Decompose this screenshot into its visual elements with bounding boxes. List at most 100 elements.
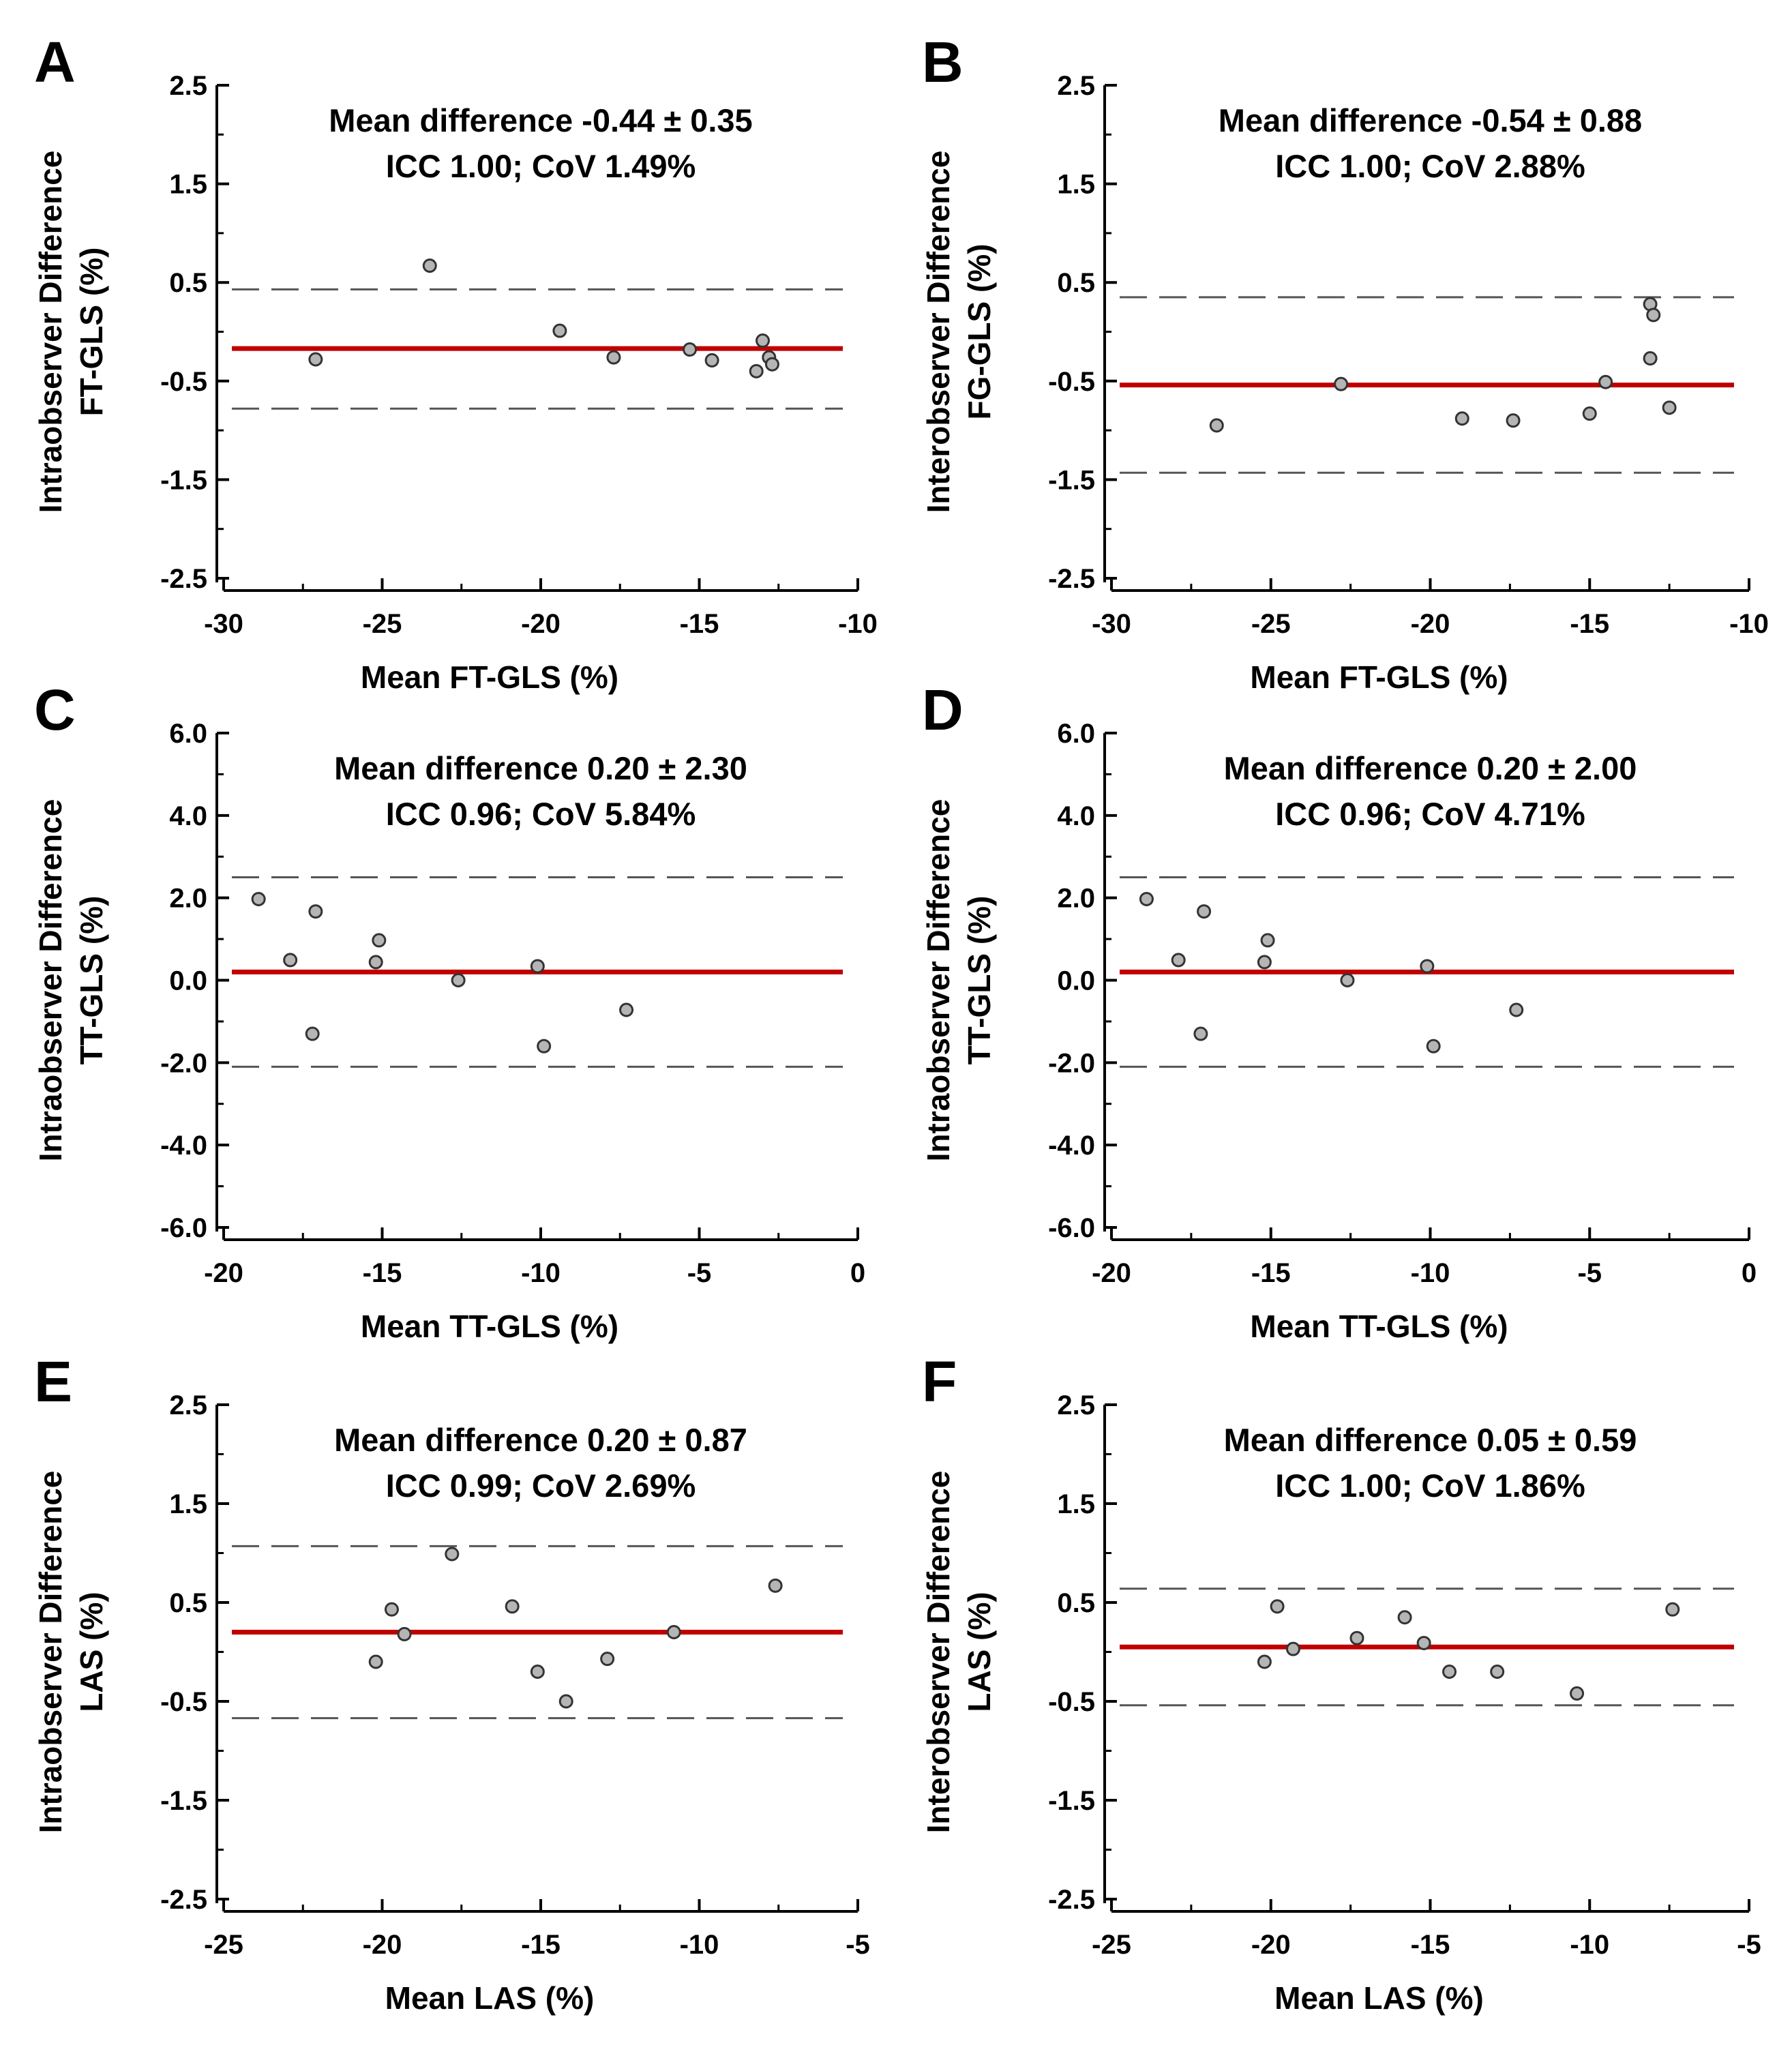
panel-c-data-point [619, 1002, 634, 1017]
panel-f-x-tick-label: -10 [1570, 1930, 1609, 1960]
panel-c-x-tick-label: -15 [363, 1258, 402, 1288]
panel-b-x-axis-title: Mean FT-GLS (%) [1250, 659, 1508, 695]
panel-d-y-tick-label: -4.0 [1048, 1131, 1095, 1161]
panel-d-x-tick-label: -10 [1411, 1258, 1450, 1288]
panel-e-y-tick-label: -0.5 [160, 1687, 207, 1717]
panel-d-x-tick-label: -20 [1092, 1258, 1131, 1288]
panel-b-annotation-line-2: ICC 1.00; CoV 2.88% [1275, 148, 1585, 184]
panel-f-letter: F [922, 1349, 957, 1414]
panel-a-data-point [764, 357, 779, 372]
panel-e-data-point [768, 1578, 783, 1593]
panel-c-x-tick-label: -10 [521, 1258, 561, 1288]
panel-f-annotation-line-1: Mean difference 0.05 ± 0.59 [1224, 1422, 1637, 1458]
panel-b-y-tick-label: 1.5 [1057, 170, 1095, 200]
panel-c-y-tick-label: 6.0 [169, 719, 207, 749]
panel-e-data-point [368, 1654, 383, 1669]
panel-a-annotation-line-1: Mean difference -0.44 ± 0.35 [329, 102, 752, 138]
panel-f-y-axis-title: Interobserver Difference LAS (%) [921, 1471, 997, 1834]
panel-b-data-point [1334, 376, 1349, 391]
panel-b-y-tick-label: 2.5 [1057, 71, 1095, 101]
panel-c-y-tick-label: 2.0 [169, 884, 207, 914]
panel-a-y-tick-label: 0.5 [169, 268, 207, 298]
panel-b-data-point [1662, 400, 1677, 415]
panel-f-data-point [1257, 1654, 1272, 1669]
panel-e-y-axis-title-line-1: Intraobserver Difference [33, 1471, 68, 1834]
panel-c-annotation-line-1: Mean difference 0.20 ± 2.30 [334, 750, 747, 786]
panel-a-letter: A [34, 30, 76, 94]
panel-b-y-axis-title-line-1: Interobserver Difference [921, 151, 956, 513]
panel-c-y-tick-label: -4.0 [160, 1131, 207, 1161]
panel-b-data-point [1506, 413, 1521, 428]
panel-e-letter: E [34, 1349, 72, 1414]
panel-b-data-point [1582, 406, 1597, 421]
panel-a-y-tick-label: 1.5 [169, 170, 207, 200]
panel-d-data-point [1420, 959, 1435, 974]
panel-e-data-point [397, 1626, 412, 1641]
panel-f-data-point [1665, 1602, 1680, 1617]
panel-c-x-tick-label: 0 [850, 1258, 865, 1288]
panel-d-y-axis-title-line-1: Intraobserver Difference [921, 799, 956, 1162]
panel-a-y-tick-label: -2.5 [160, 564, 207, 594]
panel-f-y-tick-label: -0.5 [1048, 1687, 1095, 1717]
panel-d-y-tick-label: 6.0 [1057, 719, 1095, 749]
panel-a-data-point [606, 350, 621, 365]
panel-d-data-point [1426, 1039, 1441, 1054]
panel-f-x-tick-label: -5 [1737, 1930, 1761, 1960]
panel-b-x-tick-label: -20 [1411, 609, 1450, 639]
panel-a-annotation-line-2: ICC 1.00; CoV 1.49% [386, 148, 696, 184]
panel-f-data-point [1349, 1630, 1364, 1645]
panel-b-x-tick-label: -30 [1092, 609, 1131, 639]
panel-c-y-axis-title-line-2: TT-GLS (%) [74, 896, 109, 1065]
panel-b-y-tick-label: -1.5 [1048, 465, 1095, 495]
panel-d-x-tick-label: -15 [1251, 1258, 1291, 1288]
panel-c-x-axis-title: Mean TT-GLS (%) [361, 1309, 618, 1344]
panel-d-data-point [1260, 933, 1275, 948]
panel-b-x-tick-label: -10 [1729, 609, 1769, 639]
panel-e-data-point [530, 1665, 545, 1679]
panel-d-y-axis-title-line-2: TT-GLS (%) [961, 896, 997, 1065]
panel-a-data-point [704, 353, 719, 368]
panel-e-annotation-line-1: Mean difference 0.20 ± 0.87 [334, 1422, 747, 1458]
panel-c-x-tick-label: -5 [687, 1258, 712, 1288]
panel-b-data-point [1643, 351, 1658, 366]
panel-d-data-point [1139, 891, 1154, 906]
panel-a-x-tick-label: -20 [521, 609, 561, 639]
panel-b-y-axis-title: Interobserver Difference FG-GLS (%) [921, 151, 997, 513]
panel-e-y-axis-title-line-2: LAS (%) [74, 1592, 109, 1712]
panel-f-y-tick-label: 1.5 [1057, 1489, 1095, 1519]
panel-c-y-axis-title-line-1: Intraobserver Difference [33, 799, 68, 1162]
panel-b-y-tick-label: -0.5 [1048, 367, 1095, 397]
panel-d-data-point [1197, 904, 1212, 919]
panel-d-x-tick-label: -5 [1577, 1258, 1602, 1288]
panel-b-annotation-line-1: Mean difference -0.54 ± 0.88 [1219, 102, 1642, 138]
panel-e-x-axis-title: Mean LAS (%) [385, 1980, 595, 2016]
panel-c-data-point [283, 953, 298, 968]
panel-f-data-point [1490, 1665, 1505, 1679]
panel-e-y-axis-title: Intraobserver Difference LAS (%) [33, 1471, 109, 1834]
panel-d-data-point [1509, 1002, 1524, 1017]
panel-c-y-tick-label: -6.0 [160, 1213, 207, 1243]
panel-f-x-tick-label: -20 [1251, 1930, 1291, 1960]
panel-e-x-tick-label: -15 [521, 1930, 561, 1960]
panel-a-x-tick-label: -10 [838, 609, 878, 639]
panel-c-data-point [308, 904, 323, 919]
panel-e-data-point [505, 1599, 520, 1614]
panel-f-data-point [1397, 1610, 1412, 1625]
panel-e-annotation-line-2: ICC 0.99; CoV 2.69% [386, 1467, 696, 1504]
panel-b-letter: B [922, 30, 964, 94]
panel-b-y-tick-label: 0.5 [1057, 268, 1095, 298]
panel-c-data-point [368, 955, 383, 970]
panel-c-letter: C [34, 678, 76, 742]
panel-a-x-tick-label: -15 [680, 609, 719, 639]
panel-f-x-tick-label: -15 [1411, 1930, 1450, 1960]
panel-f-y-tick-label: -2.5 [1048, 1885, 1095, 1915]
panel-f-data-point [1570, 1686, 1585, 1701]
panel-a-x-tick-label: -30 [204, 609, 243, 639]
panel-b-data-point [1209, 418, 1224, 433]
panel-d-y-tick-label: -2.0 [1048, 1048, 1095, 1078]
panel-e-data-point [666, 1625, 681, 1639]
panel-e-data-point [558, 1694, 573, 1709]
panel-b-data-point [1454, 411, 1469, 426]
panel-d-data-point [1257, 955, 1272, 970]
panel-b-x-tick-label: -15 [1570, 609, 1609, 639]
